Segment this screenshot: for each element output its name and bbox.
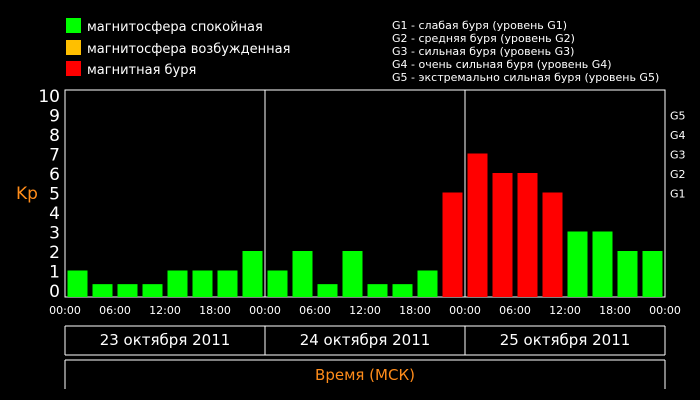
g-scale-item-g4: G4 - очень сильная буря (уровень G4) — [392, 58, 612, 71]
time-tick-label: 06:00 — [99, 304, 131, 317]
time-tick-label: 18:00 — [199, 304, 231, 317]
kp-bar — [592, 231, 613, 297]
time-tick-label: 18:00 — [599, 304, 631, 317]
kp-bar — [317, 284, 338, 297]
kp-bar — [642, 251, 663, 297]
kp-bar — [267, 270, 288, 297]
kp-bar — [517, 173, 538, 297]
y-tick-label: 0 — [49, 282, 60, 302]
kp-bar — [417, 270, 438, 297]
legend: магнитосфера спокойная магнитосфера возб… — [66, 18, 290, 78]
g-scale-item-g5: G5 - экстремально сильная буря (уровень … — [392, 71, 659, 84]
kp-bar — [67, 270, 88, 297]
day-label-2: 24 октября 2011 — [300, 331, 431, 349]
y-tick-label: 1 — [49, 263, 60, 283]
day-label-1: 23 октября 2011 — [100, 331, 231, 349]
y-tick-label: 5 — [49, 185, 60, 205]
kp-bar — [117, 284, 138, 297]
legend-label-excited: магнитосфера возбужденная — [87, 42, 290, 57]
g-scale-item-g1: G1 - слабая буря (уровень G1) — [392, 19, 567, 32]
kp-bar — [392, 284, 413, 297]
time-tick-label: 00:00 — [449, 304, 481, 317]
bars — [67, 153, 663, 297]
time-tick-label: 18:00 — [399, 304, 431, 317]
kp-bar — [442, 192, 463, 297]
y-tick-label: 8 — [49, 126, 60, 146]
g-tick-label: G1 — [670, 188, 686, 201]
g-tick-label: G2 — [670, 168, 686, 181]
plot-area — [64, 89, 666, 298]
kp-bar — [467, 153, 488, 297]
legend-swatch-calm — [66, 18, 81, 33]
g-scale-item-g2: G2 - средняя буря (уровень G2) — [392, 32, 575, 45]
y-tick-label: 9 — [49, 107, 60, 127]
legend-swatch-excited — [66, 40, 81, 55]
kp-bar — [542, 192, 563, 297]
g-scale-legend: G1 - слабая буря (уровень G1) G2 - средн… — [392, 19, 659, 84]
time-tick-label: 00:00 — [649, 304, 681, 317]
g-tick-label: G3 — [670, 149, 686, 162]
time-tick-label: 00:00 — [249, 304, 281, 317]
day-bracket: 23 октября 2011 24 октября 2011 25 октяб… — [64, 325, 666, 356]
legend-label-calm: магнитосфера спокойная — [87, 20, 263, 35]
x-axis-time-ticks: 00:00 06:00 12:00 18:00 00:00 06:00 12:00 18:00… — [49, 304, 681, 317]
y-tick-label: 2 — [49, 243, 60, 263]
plot-frame — [64, 89, 666, 298]
y-tick-label: 4 — [49, 204, 60, 224]
kp-bar — [342, 251, 363, 297]
y-tick-label: 6 — [49, 165, 60, 185]
g-tick-label: G4 — [670, 129, 686, 142]
kp-bar — [242, 251, 263, 297]
kp-bar — [167, 270, 188, 297]
y-tick-label: 3 — [49, 224, 60, 244]
day-label-3: 25 октября 2011 — [500, 331, 631, 349]
legend-label-storm: магнитная буря — [87, 63, 196, 78]
g-scale-item-g3: G3 - сильная буря (уровень G3) — [392, 45, 574, 58]
time-tick-label: 12:00 — [149, 304, 181, 317]
kp-bar — [567, 231, 588, 297]
kp-bar — [492, 173, 513, 297]
kp-bar — [192, 270, 213, 297]
y-tick-label: 7 — [49, 146, 60, 166]
g-tick-label: G5 — [670, 110, 686, 123]
time-tick-label: 12:00 — [349, 304, 381, 317]
kp-bar — [617, 251, 638, 297]
y-axis-label: Kp — [16, 184, 38, 204]
y-tick-label: 10 — [38, 87, 60, 107]
kp-bar — [142, 284, 163, 297]
kp-bar — [217, 270, 238, 297]
x-axis-label: Время (МСК) — [315, 366, 415, 384]
time-tick-label: 12:00 — [549, 304, 581, 317]
time-tick-label: 06:00 — [499, 304, 531, 317]
kp-bar — [292, 251, 313, 297]
kp-bar — [92, 284, 113, 297]
kp-bar — [367, 284, 388, 297]
time-tick-label: 06:00 — [299, 304, 331, 317]
legend-swatch-storm — [66, 61, 81, 76]
time-tick-label: 00:00 — [49, 304, 81, 317]
right-axis-g-ticks: G1 G2 G3 G4 G5 — [670, 110, 686, 201]
